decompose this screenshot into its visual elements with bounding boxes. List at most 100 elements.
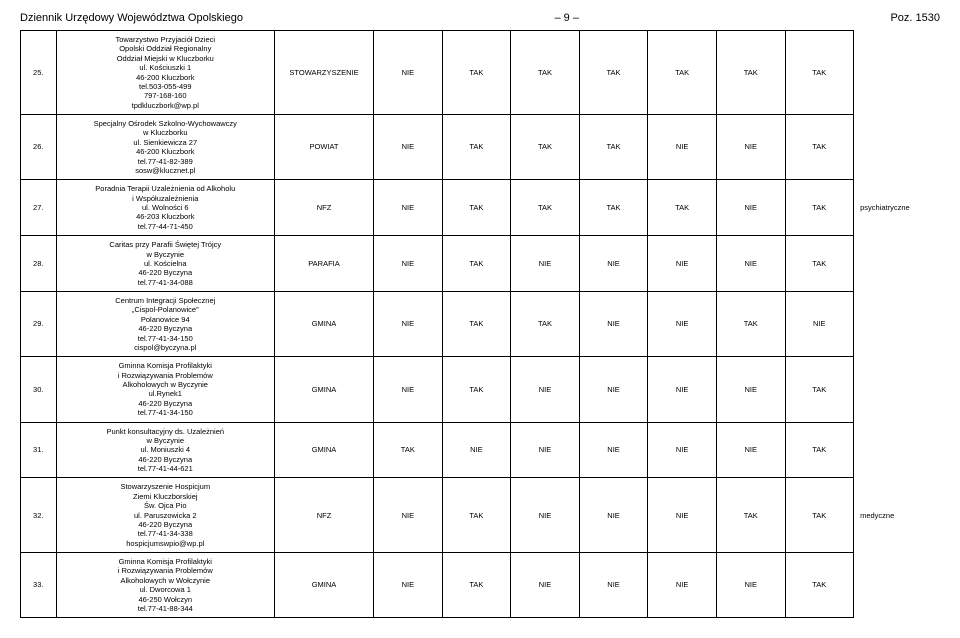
- row-cell: NIE: [648, 115, 717, 180]
- table-row: 26.Specjalny Ośrodek Szkolno-Wychowawczy…: [21, 115, 941, 180]
- row-cell: TAK: [785, 422, 854, 478]
- row-cell: TAK: [716, 292, 785, 357]
- row-description: Centrum Integracji Społecznej„Cispol-Pol…: [56, 292, 274, 357]
- row-cell: NIE: [648, 478, 717, 553]
- row-cell: NIE: [374, 115, 443, 180]
- row-cell: NIE: [648, 236, 717, 292]
- row-cell: TAK: [442, 292, 511, 357]
- row-cell: TAK: [442, 478, 511, 553]
- row-cell: NIE: [716, 357, 785, 422]
- row-cell: NIE: [579, 236, 648, 292]
- row-cell: NIE: [511, 236, 580, 292]
- row-extra: medyczne: [854, 478, 940, 553]
- row-cell: NIE: [785, 292, 854, 357]
- row-extra: [854, 31, 940, 115]
- row-cell: NIE: [579, 478, 648, 553]
- row-org: GMINA: [274, 422, 373, 478]
- row-cell: TAK: [511, 292, 580, 357]
- row-cell: TAK: [785, 236, 854, 292]
- row-extra: psychiatryczne: [854, 180, 940, 236]
- row-cell: TAK: [785, 357, 854, 422]
- row-number: 27.: [21, 180, 57, 236]
- row-org: STOWARZYSZENIE: [274, 31, 373, 115]
- row-cell: TAK: [785, 31, 854, 115]
- row-extra: [854, 553, 940, 618]
- row-cell: NIE: [442, 422, 511, 478]
- row-cell: TAK: [785, 115, 854, 180]
- row-cell: NIE: [716, 115, 785, 180]
- data-table: 25.Towarzystwo Przyjaciół DzieciOpolski …: [20, 30, 940, 618]
- row-org: NFZ: [274, 180, 373, 236]
- row-org: GMINA: [274, 292, 373, 357]
- row-number: 33.: [21, 553, 57, 618]
- row-description: Towarzystwo Przyjaciół DzieciOpolski Odd…: [56, 31, 274, 115]
- row-cell: NIE: [648, 553, 717, 618]
- row-cell: TAK: [785, 478, 854, 553]
- row-cell: TAK: [579, 31, 648, 115]
- row-cell: TAK: [442, 31, 511, 115]
- row-cell: TAK: [442, 236, 511, 292]
- table-row: 28.Caritas przy Parafii Świętej Trójcyw …: [21, 236, 941, 292]
- table-row: 29.Centrum Integracji Społecznej„Cispol-…: [21, 292, 941, 357]
- row-description: Gminna Komisja Profilaktykii Rozwiązywan…: [56, 553, 274, 618]
- row-cell: NIE: [511, 422, 580, 478]
- row-cell: TAK: [785, 553, 854, 618]
- row-number: 30.: [21, 357, 57, 422]
- table-row: 25.Towarzystwo Przyjaciół DzieciOpolski …: [21, 31, 941, 115]
- row-cell: TAK: [442, 180, 511, 236]
- row-description: Punkt konsultacyjny ds. Uzależnieńw Bycz…: [56, 422, 274, 478]
- row-cell: NIE: [716, 236, 785, 292]
- row-org: NFZ: [274, 478, 373, 553]
- row-description: Caritas przy Parafii Świętej Trójcyw Byc…: [56, 236, 274, 292]
- row-cell: TAK: [442, 553, 511, 618]
- row-cell: NIE: [716, 422, 785, 478]
- row-number: 32.: [21, 478, 57, 553]
- row-cell: NIE: [716, 553, 785, 618]
- row-cell: TAK: [716, 478, 785, 553]
- row-cell: NIE: [374, 180, 443, 236]
- row-cell: NIE: [579, 357, 648, 422]
- row-extra: [854, 422, 940, 478]
- row-cell: TAK: [511, 180, 580, 236]
- row-cell: TAK: [511, 31, 580, 115]
- table-row: 27.Poradnia Terapii Uzależnienia od Alko…: [21, 180, 941, 236]
- table-row: 33.Gminna Komisja Profilaktykii Rozwiązy…: [21, 553, 941, 618]
- row-cell: NIE: [648, 292, 717, 357]
- row-cell: NIE: [374, 31, 443, 115]
- row-cell: TAK: [648, 180, 717, 236]
- table-row: 30.Gminna Komisja Profilaktykii Rozwiązy…: [21, 357, 941, 422]
- row-number: 28.: [21, 236, 57, 292]
- row-cell: NIE: [579, 292, 648, 357]
- row-cell: NIE: [374, 357, 443, 422]
- header-left: Dziennik Urzędowy Województwa Opolskiego: [20, 12, 243, 24]
- row-cell: NIE: [511, 478, 580, 553]
- table-row: 32.Stowarzyszenie HospicjumZiemi Kluczbo…: [21, 478, 941, 553]
- row-org: POWIAT: [274, 115, 373, 180]
- row-description: Stowarzyszenie HospicjumZiemi Kluczborsk…: [56, 478, 274, 553]
- row-cell: NIE: [579, 422, 648, 478]
- row-extra: [854, 115, 940, 180]
- row-cell: TAK: [442, 115, 511, 180]
- row-org: GMINA: [274, 553, 373, 618]
- row-cell: NIE: [716, 180, 785, 236]
- row-number: 29.: [21, 292, 57, 357]
- row-extra: [854, 236, 940, 292]
- row-cell: TAK: [716, 31, 785, 115]
- row-number: 25.: [21, 31, 57, 115]
- row-cell: NIE: [374, 292, 443, 357]
- row-number: 26.: [21, 115, 57, 180]
- row-cell: NIE: [648, 357, 717, 422]
- row-org: PARAFIA: [274, 236, 373, 292]
- row-cell: TAK: [648, 31, 717, 115]
- row-cell: NIE: [374, 553, 443, 618]
- row-extra: [854, 357, 940, 422]
- row-cell: NIE: [579, 553, 648, 618]
- row-cell: NIE: [648, 422, 717, 478]
- row-description: Poradnia Terapii Uzależnienia od Alkohol…: [56, 180, 274, 236]
- page-header: Dziennik Urzędowy Województwa Opolskiego…: [20, 12, 940, 24]
- row-extra: [854, 292, 940, 357]
- row-cell: NIE: [374, 236, 443, 292]
- row-cell: NIE: [511, 357, 580, 422]
- row-description: Specjalny Ośrodek Szkolno-Wychowawczyw K…: [56, 115, 274, 180]
- row-cell: NIE: [374, 478, 443, 553]
